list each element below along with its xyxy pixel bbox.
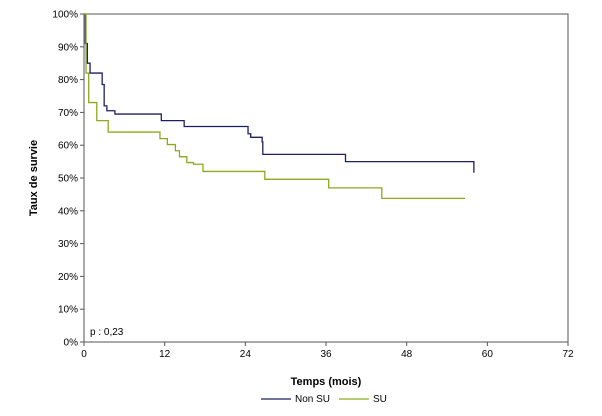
y-tick-label: 100% [52, 10, 78, 21]
y-tick-label: 90% [58, 42, 78, 53]
y-tick-label: 20% [58, 272, 78, 283]
y-tick-label: 0% [64, 338, 79, 349]
y-tick-label: 60% [58, 141, 78, 152]
x-tick-label: 36 [320, 349, 332, 360]
series-line-su [84, 13, 466, 199]
labels-layer: p : 0,23 Temps (mois) Taux de survie [28, 140, 362, 388]
x-tick-label: 60 [482, 349, 494, 360]
axes-layer: 0% 10% 20% 30% 40% 50% 60% 70% 80% 90% 100% 0 12 24 36… [52, 10, 574, 361]
x-tick-label: 24 [240, 349, 252, 360]
series-layer [84, 13, 475, 199]
x-tick-label: 72 [562, 349, 574, 360]
y-tick-label: 30% [58, 239, 78, 250]
y-tick-label: 70% [58, 108, 78, 119]
p-value-annotation: p : 0,23 [90, 327, 124, 338]
legend-label-non-su: Non SU [295, 394, 330, 405]
y-tick-label: 10% [58, 305, 78, 316]
x-axis-title: Temps (mois) [291, 376, 362, 388]
legend-label-su: SU [373, 394, 387, 405]
y-tick-label: 50% [58, 174, 78, 185]
plot-frame [83, 13, 569, 343]
y-tick-label: 40% [58, 206, 78, 217]
x-tick-label: 48 [401, 349, 413, 360]
legend: Non SU SU [261, 394, 387, 405]
x-tick-label: 0 [81, 349, 87, 360]
series-line-non-su [84, 13, 475, 173]
y-tick-label: 80% [58, 75, 78, 86]
y-axis-title: Taux de survie [28, 140, 40, 216]
x-tick-label: 12 [159, 349, 171, 360]
